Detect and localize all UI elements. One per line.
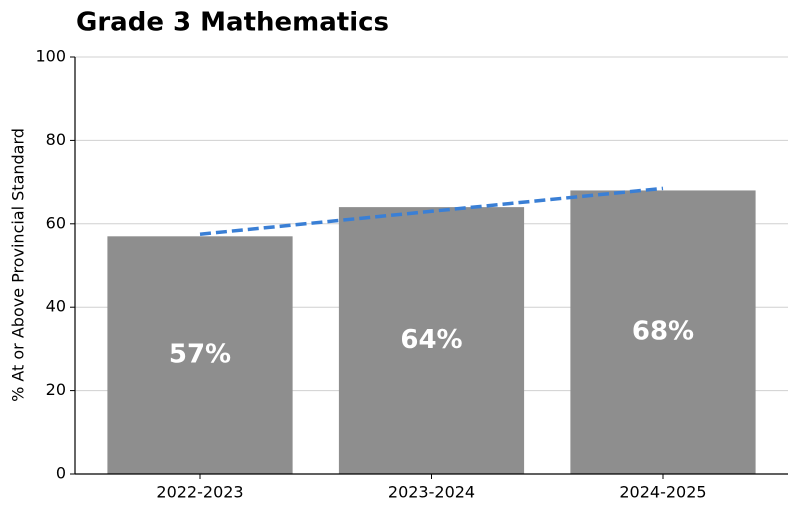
x-tick-label: 2024-2025 — [619, 483, 706, 502]
y-tick-label: 20 — [46, 380, 66, 399]
chart-title: Grade 3 Mathematics — [76, 8, 389, 38]
value-label: 68% — [632, 317, 694, 347]
y-tick-label: 0 — [56, 464, 66, 483]
bar — [570, 190, 756, 474]
y-axis-label: % At or Above Provincial Standard — [9, 128, 28, 402]
x-tick-label: 2023-2024 — [388, 483, 475, 502]
bar — [107, 236, 293, 474]
y-tick-label: 60 — [46, 213, 66, 232]
y-tick-label: 40 — [46, 297, 66, 316]
y-tick-label: 100 — [35, 47, 66, 66]
y-tick-label: 80 — [46, 130, 66, 149]
x-tick-label: 2022-2023 — [156, 483, 243, 502]
value-label: 57% — [169, 340, 231, 370]
trend-line — [199, 186, 664, 236]
value-label: 64% — [400, 325, 462, 355]
bar — [338, 207, 525, 474]
